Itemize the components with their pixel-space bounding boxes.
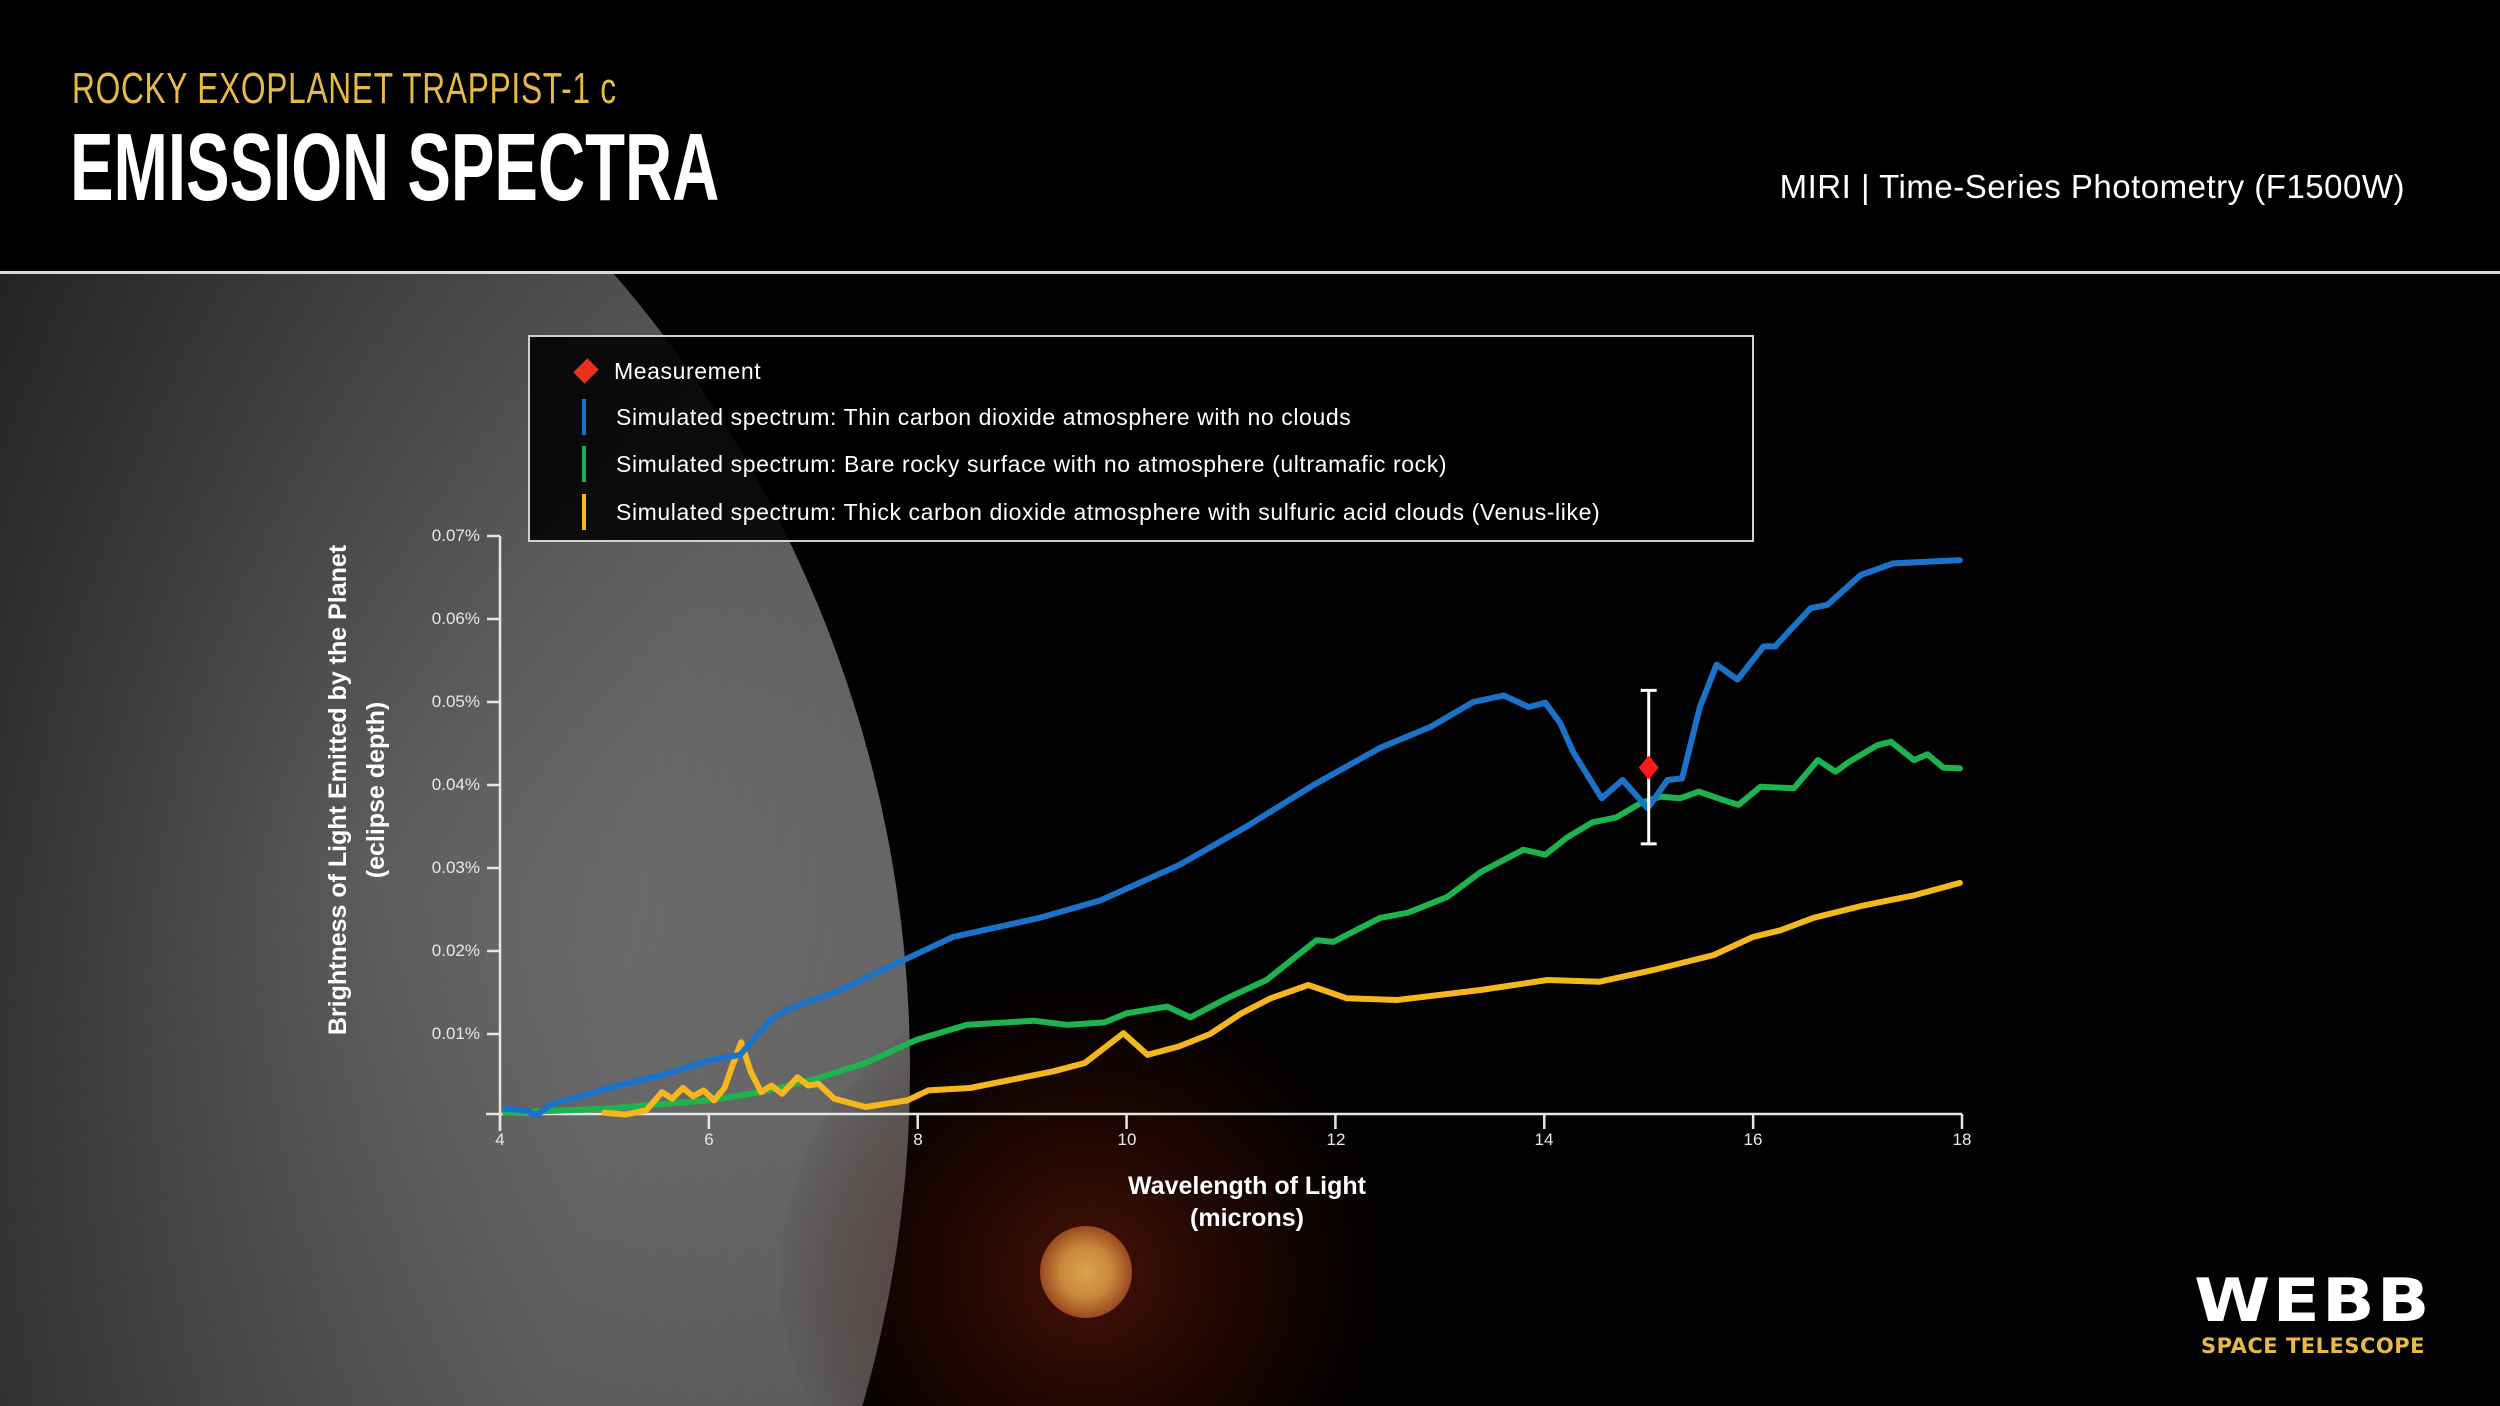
y-tick-label: 0.06% (431, 609, 480, 628)
x-tick-label: 12 (1326, 1130, 1346, 1149)
legend-item-thin-co2: Simulated spectrum: Thin carbon dioxide … (574, 397, 1351, 437)
y-tick-label: 0.03% (431, 858, 480, 877)
y-tick-label: 0.02% (431, 941, 480, 960)
x-tick-label: 16 (1743, 1130, 1763, 1149)
legend-item-venus-like: Simulated spectrum: Thick carbon dioxide… (574, 492, 1600, 532)
x-axis-title-line1: Wavelength of Light (1128, 1172, 1366, 1200)
chart-series (502, 557, 1963, 1119)
legend-label: Simulated spectrum: Thin carbon dioxide … (616, 403, 1352, 430)
x-tick-label: 18 (1952, 1130, 1972, 1149)
instrument-subtitle: MIRI | Time-Series Photometry (F1500W) (1779, 168, 2405, 205)
chart-axes (486, 534, 1964, 1131)
measurement-point (1638, 688, 1659, 846)
page-title: EMISSION SPECTRA (70, 114, 720, 221)
logo-wordmark: WEBB (2194, 1266, 2432, 1336)
star-image (1040, 1226, 1132, 1318)
diamond-marker-icon (573, 358, 599, 384)
y-tick-label: 0.01% (431, 1024, 480, 1043)
y-axis-title: Brightness of Light Emitted by the Plane… (319, 440, 395, 1140)
kicker-title: ROCKY EXOPLANET TRAPPIST-1 c (72, 64, 617, 113)
legend-item-bare-rock: Simulated spectrum: Bare rocky surface w… (574, 444, 1447, 484)
webb-logo: WEBB SPACE TELESCOPE (2186, 1271, 2440, 1358)
logo-subtitle: SPACE TELESCOPE (2201, 1334, 2425, 1358)
x-tick-label: 6 (704, 1130, 714, 1149)
legend-item-measurement: Measurement (573, 351, 762, 391)
y-tick-label: 0.07% (431, 526, 480, 545)
x-axis-title-line2: (microns) (1190, 1204, 1304, 1232)
y-tick-label: 0.05% (431, 692, 480, 711)
measurement-diamond-icon (1638, 755, 1659, 780)
header: ROCKY EXOPLANET TRAPPIST-1 c EMISSION SP… (0, 0, 2500, 272)
legend-label: Measurement (614, 357, 762, 384)
chart-legend: Measurement Simulated spectrum: Thin car… (528, 335, 1754, 542)
x-tick-label: 10 (1117, 1130, 1137, 1149)
legend-label: Simulated spectrum: Thick carbon dioxide… (616, 498, 1601, 525)
x-tick-label: 8 (913, 1130, 923, 1149)
series-line-0 (502, 557, 1963, 1119)
series-line-2 (601, 879, 1963, 1118)
blue-line-swatch-icon (582, 399, 586, 435)
yellow-line-swatch-icon (582, 494, 586, 530)
series-line-1 (502, 738, 1963, 1116)
legend-label: Simulated spectrum: Bare rocky surface w… (616, 450, 1448, 477)
y-axis-title-line2: (eclipse depth) (362, 701, 390, 879)
y-tick-label: 0.04% (431, 775, 480, 794)
header-divider (0, 271, 2500, 274)
x-tick-label: 14 (1534, 1130, 1554, 1149)
x-axis-title: Wavelength of Light (microns) (1047, 1170, 1447, 1234)
green-line-swatch-icon (582, 446, 586, 482)
y-axis-title-line1: Brightness of Light Emitted by the Plane… (324, 544, 352, 1036)
x-tick-label: 4 (495, 1130, 505, 1149)
